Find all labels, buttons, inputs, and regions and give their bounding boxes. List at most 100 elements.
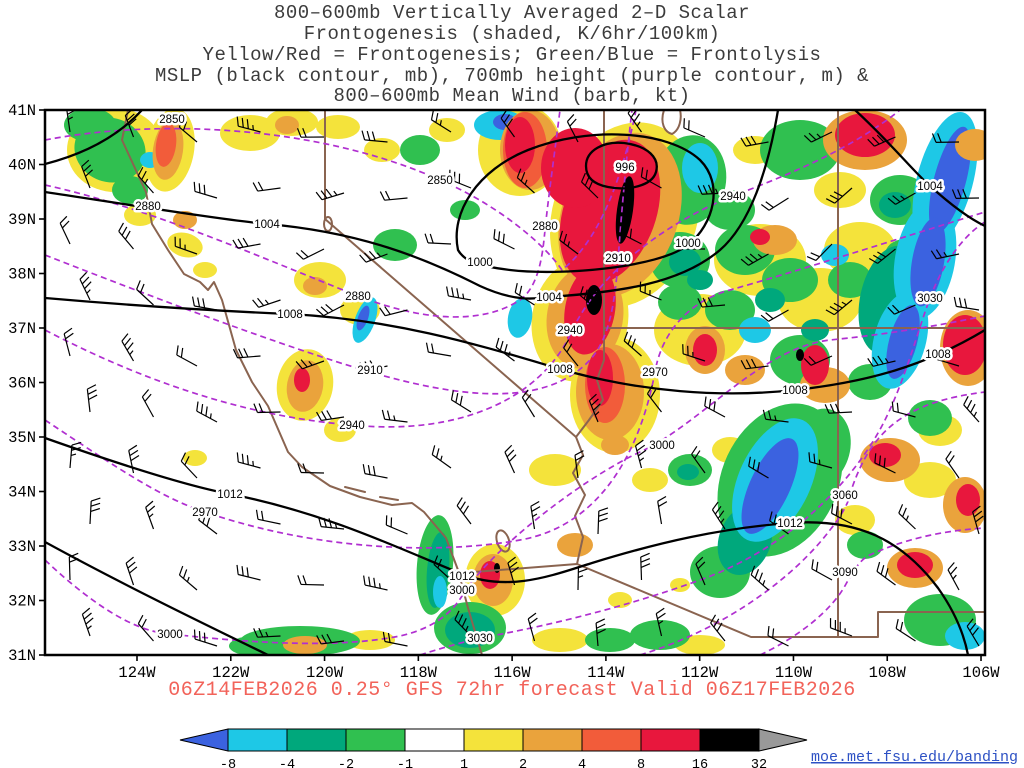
colorbar-label: -1 (397, 758, 413, 768)
wind-barb (295, 248, 325, 260)
shading-blob (183, 450, 207, 466)
wind-barb (507, 556, 519, 586)
shading-blob (739, 317, 771, 343)
wind-barb (803, 131, 833, 143)
lon-label: 122W (212, 664, 250, 682)
wind-barb (577, 563, 588, 591)
colorbar-segment (581, 728, 642, 752)
wind-barb (252, 297, 281, 308)
wind-barb (808, 452, 833, 469)
shading-blob (632, 468, 668, 492)
wind-barb (953, 296, 980, 311)
wind-barb (514, 282, 535, 306)
wind-barb (627, 110, 642, 133)
wind-barb (176, 345, 198, 367)
channel-islands (344, 486, 399, 501)
wind-barb (874, 453, 896, 474)
shading-blob (630, 620, 690, 650)
shading-blob (541, 128, 609, 208)
shading-blob (507, 298, 533, 338)
shading-blob (904, 462, 956, 498)
wind-barb (495, 337, 515, 362)
colorbar-label: 16 (692, 758, 708, 768)
colorbar-label: -8 (220, 758, 236, 768)
wind-barb (761, 197, 789, 211)
wind-barb (963, 396, 980, 423)
wind-barb (945, 450, 960, 479)
contour-label: 1012 (777, 518, 803, 530)
shading-blob (445, 612, 495, 648)
shading-blob (801, 345, 829, 385)
wind-barb (623, 331, 642, 357)
wind-barb (178, 117, 198, 143)
wind-barb (359, 250, 388, 263)
wind-barb (236, 452, 261, 469)
wind-barb (128, 444, 140, 474)
wind-barb (493, 229, 515, 250)
height-contour (419, 221, 985, 655)
height-contour (45, 110, 637, 272)
contour-label: 3090 (832, 567, 858, 579)
shading-blob (532, 628, 588, 652)
shading-blob (910, 217, 946, 307)
wind-barb (196, 401, 218, 423)
wind-barb (450, 390, 472, 413)
wind-barb (295, 359, 325, 370)
wind-barb (296, 127, 325, 138)
wind-barb (362, 464, 388, 479)
lat-label: 34N (8, 484, 36, 502)
lake-tahoe (323, 216, 333, 232)
colorbar-segment (404, 728, 465, 752)
shading-blob (155, 123, 177, 167)
contour-label: 2910 (357, 365, 383, 377)
coastline-path (121, 110, 483, 655)
wind-barb (315, 188, 345, 201)
height-contour (759, 527, 985, 655)
colorbar-segment (463, 728, 524, 752)
wind-barb (657, 495, 668, 525)
wind-barb (193, 181, 218, 199)
shading-blob (316, 115, 360, 139)
wind-barb (935, 349, 960, 367)
height-contour (639, 391, 985, 655)
wind-barb (559, 230, 579, 255)
shading-blob (682, 143, 718, 193)
contour-label: 2970 (642, 367, 668, 379)
title-block: 800–600mb Vertically Averaged 2–D Scalar… (155, 2, 869, 107)
shading-blob (847, 531, 883, 559)
wind-barb (824, 403, 853, 414)
wind-barb (79, 271, 92, 301)
wind-barb (867, 355, 896, 367)
colorbar-segment (522, 728, 583, 752)
contour-label: 2850 (427, 175, 453, 187)
wind-barb (361, 130, 388, 143)
shading-blob (750, 229, 770, 245)
wind-barb (180, 452, 198, 479)
lat-label: 32N (8, 593, 36, 611)
site-link[interactable]: moe.met.fsu.edu/banding (811, 749, 1018, 766)
contour-label: 1012 (449, 571, 475, 583)
height-contour (45, 110, 561, 318)
lat-label: 37N (8, 320, 36, 338)
shading-blob (283, 636, 327, 654)
shading-blob (796, 349, 804, 361)
wind-barb (504, 444, 517, 474)
lon-label: 108W (869, 664, 907, 682)
wind-barb (446, 286, 472, 301)
wind-barb (430, 110, 452, 133)
wind-barb (825, 187, 853, 204)
wind-barb (740, 358, 769, 370)
shading-blob (294, 368, 310, 392)
wind-barb (887, 192, 916, 205)
shading-blob (229, 636, 281, 655)
shading-blob (585, 628, 635, 652)
wind-barb (868, 248, 896, 264)
lat-label: 39N (8, 211, 36, 229)
wind-barb (191, 296, 218, 311)
title-line-3: Yellow/Red = Frontogenesis; Green/Blue =… (203, 44, 822, 66)
wind-barb (136, 280, 154, 306)
wind-barb (236, 116, 261, 133)
colorbar-label: 8 (637, 758, 645, 768)
wind-barb (381, 409, 408, 423)
wind-barb (966, 618, 980, 647)
